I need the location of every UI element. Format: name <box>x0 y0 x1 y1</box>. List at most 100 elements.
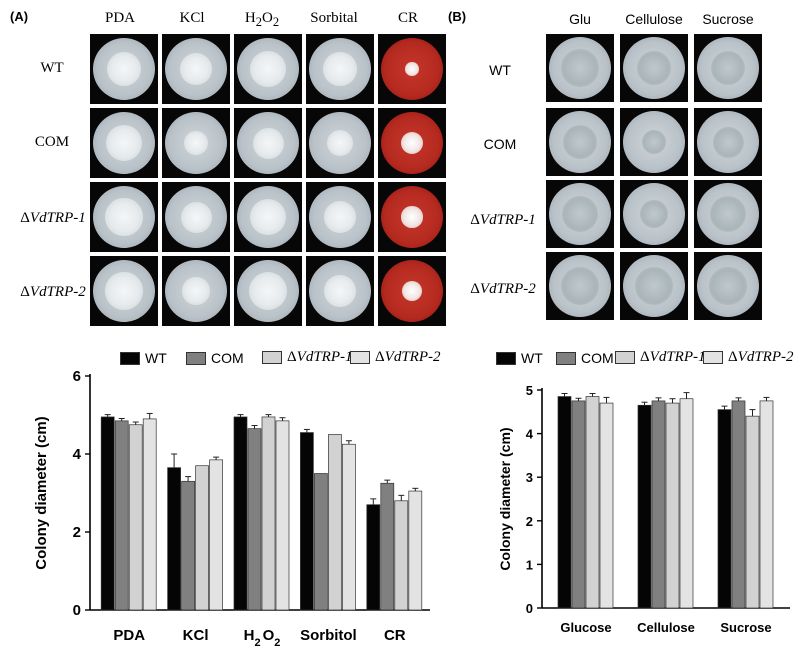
chart-a-xlabel-2: H2 O2 <box>244 627 281 649</box>
panel-a-label: (A) <box>10 9 29 24</box>
plate-b-r2-sucrose <box>694 108 762 176</box>
chart-b-xlabel-2: Sucrose <box>720 620 771 635</box>
chart-a-bar-0-2 <box>128 424 143 611</box>
legend-a-wt-swatch <box>120 351 140 365</box>
plate-a-r1-pda <box>90 34 158 104</box>
plate-b-r1-sucrose <box>694 34 762 102</box>
chart-b-ytick-label-0: 0 <box>526 601 533 616</box>
chart-b-xlabel-1: Cellulose <box>637 620 695 635</box>
plate-a-r3-sorbital-colony <box>323 200 357 234</box>
col-head-cr: CR <box>397 10 418 26</box>
plate-a-r2-h2o2-colony <box>252 127 284 159</box>
plate-b-r4-sucrose-colony <box>709 267 747 305</box>
chart-b: 0 1 2 3 4 5 Colony diameter (cm) Glucose Cellulo… <box>497 383 790 635</box>
chart-a-xlabel-1: KCl <box>183 627 209 644</box>
chart-a-bar-4-3 <box>408 490 423 611</box>
legend-a-vdtrp2: ΔVdTRP-2 <box>350 349 440 366</box>
plate-b-r4-cellulose <box>620 252 688 320</box>
plate-a-r1-cr-colony <box>405 62 419 76</box>
plate-b-r1-glu <box>546 34 614 102</box>
plate-a-r2-kcl-colony <box>184 131 208 155</box>
chart-a-bar-1-3 <box>209 459 223 611</box>
legend-b-com: COM <box>556 350 614 366</box>
chart-a-bar-0-1 <box>114 420 129 611</box>
row-label-wt: WT <box>40 60 64 76</box>
chart-b-bar-0-0 <box>557 396 572 609</box>
chart-a-bar-4-2 <box>394 500 409 611</box>
plate-a-r1-cr <box>378 34 446 104</box>
plate-a-r3-cr-colony <box>401 206 423 228</box>
plate-b-r3-sucrose-colony <box>710 196 746 232</box>
plate-a-r3-h2o2 <box>234 182 302 252</box>
chart-a-bar-4-0 <box>366 504 381 611</box>
chart-b-bar-2-0 <box>717 409 732 609</box>
plate-a-r1-sorbital <box>306 34 374 104</box>
plate-b-r3-cellulose-colony <box>640 200 668 228</box>
chart-b-bar-2-2 <box>745 415 760 609</box>
plate-a-r4-sorbital <box>306 256 374 326</box>
plate-a-r4-sorbital-colony <box>323 274 357 308</box>
plate-b-r2-cellulose <box>620 108 688 176</box>
chart-a-ytick-label-1: 2 <box>73 524 81 541</box>
plate-a-r4-pda <box>90 256 158 326</box>
chart-b-ytick-label-4: 4 <box>526 427 534 442</box>
plate-a-r1-kcl <box>162 34 230 104</box>
legend-a-vdtrp2-swatch <box>350 351 370 364</box>
legend-b-wt-swatch <box>496 351 516 365</box>
chart-a-bar-2-1 <box>247 428 262 611</box>
chart-b-bar-0-1 <box>571 400 586 609</box>
row-label-com: COM <box>34 134 70 150</box>
plate-a-r1-kcl-colony <box>179 52 213 86</box>
chart-b-bar-2-1 <box>731 400 746 609</box>
col-head-sucrose: Sucrose <box>702 11 754 27</box>
chart-a-bar-3-2 <box>328 434 342 611</box>
chart-a-bar-3-0 <box>300 432 314 611</box>
plate-a-r1-h2o2 <box>234 34 302 104</box>
legend-a-vdtrp1-swatch <box>262 351 282 364</box>
plate-a-r4-pda-colony <box>105 272 143 310</box>
legend-b-vdtrp2: ΔVdTRP-2 <box>703 349 793 366</box>
plate-a-r4-cr-colony <box>402 281 422 301</box>
legend-a-vdtrp1: ΔVdTRP-1 <box>262 349 352 366</box>
chart-a-bar-2-2 <box>261 416 276 611</box>
chart-b-ytick-label-2: 2 <box>526 514 533 529</box>
plate-b-r3-glu <box>546 180 614 248</box>
panel-b-label: (B) <box>448 9 467 24</box>
plate-a-r4-cr <box>378 256 446 326</box>
chart-a-xlabel-4: CR <box>384 627 406 644</box>
plate-b-r1-cellulose-colony <box>636 50 672 86</box>
col-head-sorbital: Sorbital <box>310 10 358 26</box>
plate-b-r4-glu-colony <box>560 266 600 306</box>
chart-a-ytick-label-0: 0 <box>73 602 81 619</box>
chart-a-bar-3-3 <box>342 443 356 611</box>
row-label-b-vdtrp2: ΔVdTRP-2 <box>470 281 536 297</box>
chart-a-bar-1-1 <box>181 480 195 611</box>
plate-a-r4-kcl <box>162 256 230 326</box>
chart-b-bar-0-3 <box>599 402 614 609</box>
chart-a: 0 2 4 6 Colony diameter (cm) PDA KCl H2 O2 Sorbit… <box>33 368 430 649</box>
plate-a-r3-pda-colony <box>105 198 143 236</box>
row-label-vdtrp1: ΔVdTRP-1 <box>20 210 86 226</box>
plate-a-r4-h2o2 <box>234 256 302 326</box>
plate-a-r2-cr <box>378 108 446 178</box>
chart-a-bar-0-3 <box>142 418 157 611</box>
chart-a-xlabel-0: PDA <box>113 627 145 644</box>
plate-a-r2-pda-colony <box>106 125 142 161</box>
plate-a-r4-h2o2-colony <box>248 271 288 311</box>
col-head-pda: PDA <box>104 10 135 26</box>
chart-b-bar-1-2 <box>665 402 680 609</box>
col-head-kcl: KCl <box>179 10 205 26</box>
plate-a-r2-sorbital-colony <box>326 129 353 156</box>
plate-a-r2-sorbital <box>306 108 374 178</box>
chart-a-bar-1-0 <box>167 467 181 611</box>
plate-b-r3-glu-colony <box>562 196 598 232</box>
chart-b-bar-1-1 <box>651 400 666 609</box>
plate-a-r3-kcl <box>162 182 230 252</box>
chart-a-ytick-label-2: 4 <box>73 446 82 463</box>
plate-a-r2-kcl <box>162 108 230 178</box>
plate-a-r1-h2o2-colony <box>250 51 286 87</box>
legend-b-vdtrp1-swatch <box>615 351 635 364</box>
chart-b-bar-2-3 <box>759 400 774 609</box>
plate-b-r3-sucrose <box>694 180 762 248</box>
chart-a-bar-0-0 <box>100 416 115 611</box>
